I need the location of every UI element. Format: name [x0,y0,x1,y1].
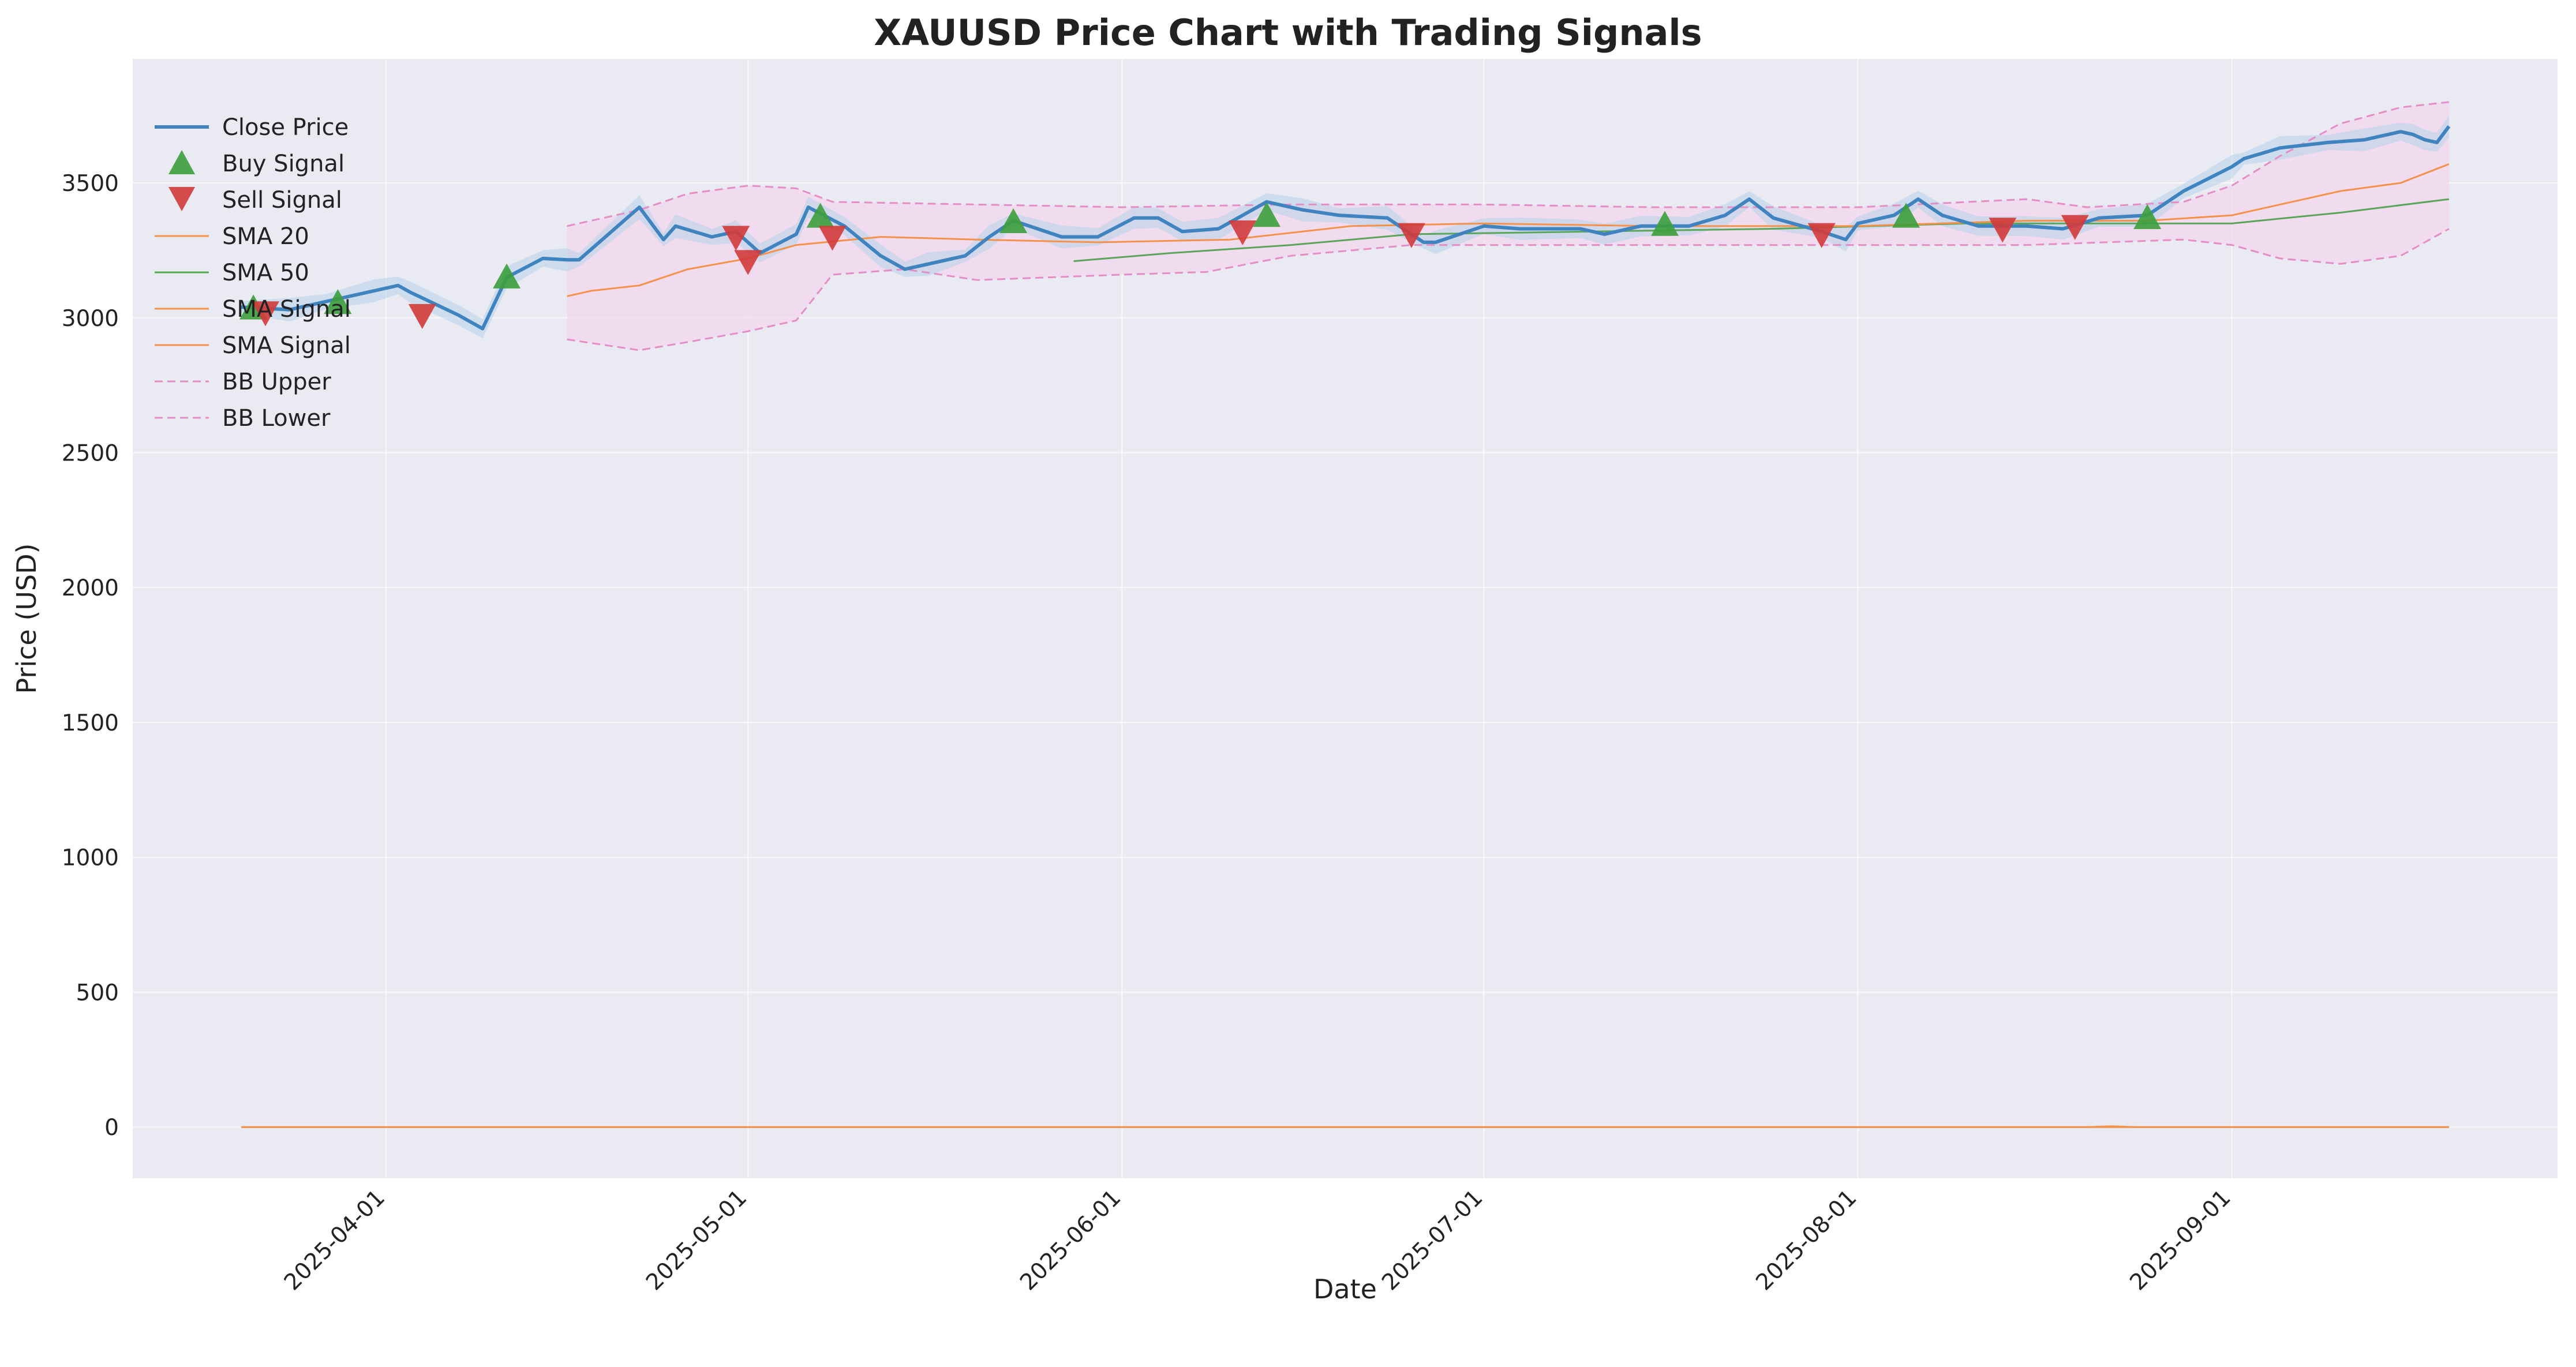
legend-label-sell: Sell Signal [222,187,342,214]
sma-signal-line [241,1125,2449,1128]
buy-signal-marker [493,263,521,289]
y-tick-label: 3500 [62,171,119,197]
buy-signal-marker [999,208,1028,234]
sell-signal-marker [408,304,436,329]
legend-entry-sma50: SMA 50 [155,260,309,286]
y-tick-label: 0 [104,1115,119,1141]
legend-label-bb-lower: BB Lower [222,405,331,432]
sell-signal-marker [722,226,750,251]
sma50-line [1073,198,2450,263]
grid-lines [133,59,2558,1178]
y-tick-label: 500 [76,980,119,1006]
series-lines [241,101,2451,1128]
legend-entry-sma-signal: SMA Signal [155,296,351,323]
legend-swatch-sell [169,187,195,211]
sell-signal-marker [818,226,847,251]
x-tick-label: 2025-09-01 [2125,1185,2236,1295]
legend-entry-bb-upper: BB Upper [155,369,331,395]
chart-title: XAUUSD Price Chart with Trading Signals [874,12,1702,54]
legend-swatch-buy [169,150,195,174]
legend-entry-sell: Sell Signal [169,187,342,214]
sell-signal-marker [1397,223,1425,248]
legend-entry-bb-lower: BB Lower [155,405,331,432]
y-axis-label: Price (USD) [11,543,42,694]
bb-upper-line [567,101,2450,227]
legend-label-bb-upper: BB Upper [222,369,331,395]
buy-signal-marker [1253,202,1281,227]
bb-lower-line [567,228,2450,351]
buy-signal-marker [1650,211,1679,236]
y-tick-label: 1500 [62,710,119,736]
legend-label-sma20: SMA 20 [222,223,309,250]
y-tick-label: 1000 [62,845,119,871]
sell-signal-marker [2061,215,2089,240]
legend: Close Price Buy Signal Sell Signal SMA 2… [155,114,351,432]
sell-signal-marker [734,250,762,275]
buy-signal-marker [2133,204,2162,230]
legend-label-buy: Buy Signal [222,151,345,177]
legend-entry-buy: Buy Signal [169,150,345,177]
legend-label-sma-signal-2: SMA Signal [222,332,351,359]
sma20-line [567,163,2450,297]
sell-signal-marker [251,301,279,327]
legend-entry-sma20: SMA 20 [155,223,309,250]
legend-label-close: Close Price [222,114,349,141]
x-tick-label: 2025-07-01 [1377,1185,1488,1295]
x-axis-label: Date [1313,1274,1377,1305]
signal-markers [239,202,2162,329]
close-price-line [241,125,2451,331]
x-tick-label: 2025-06-01 [1015,1185,1126,1295]
x-tick-label: 2025-05-01 [641,1185,752,1295]
buy-signal-marker [806,203,834,228]
sell-signal-marker [1229,220,1257,246]
buy-signal-marker [324,289,352,314]
legend-entry-sma-signal-2: SMA Signal [155,332,351,359]
legend-label-sma-signal: SMA Signal [222,296,351,323]
y-tick-label: 2500 [62,441,119,467]
x-tick-label: 2025-04-01 [279,1185,390,1295]
legend-label-sma50: SMA 50 [222,260,309,286]
y-tick-label: 2000 [62,575,119,601]
sell-signal-marker [1989,218,2017,243]
buy-signal-marker [1892,203,1920,228]
legend-entry-close: Close Price [155,114,349,141]
y-tick-label: 3000 [62,306,119,332]
sell-signal-marker [1807,223,1836,248]
x-tick-label: 2025-08-01 [1751,1185,1862,1295]
